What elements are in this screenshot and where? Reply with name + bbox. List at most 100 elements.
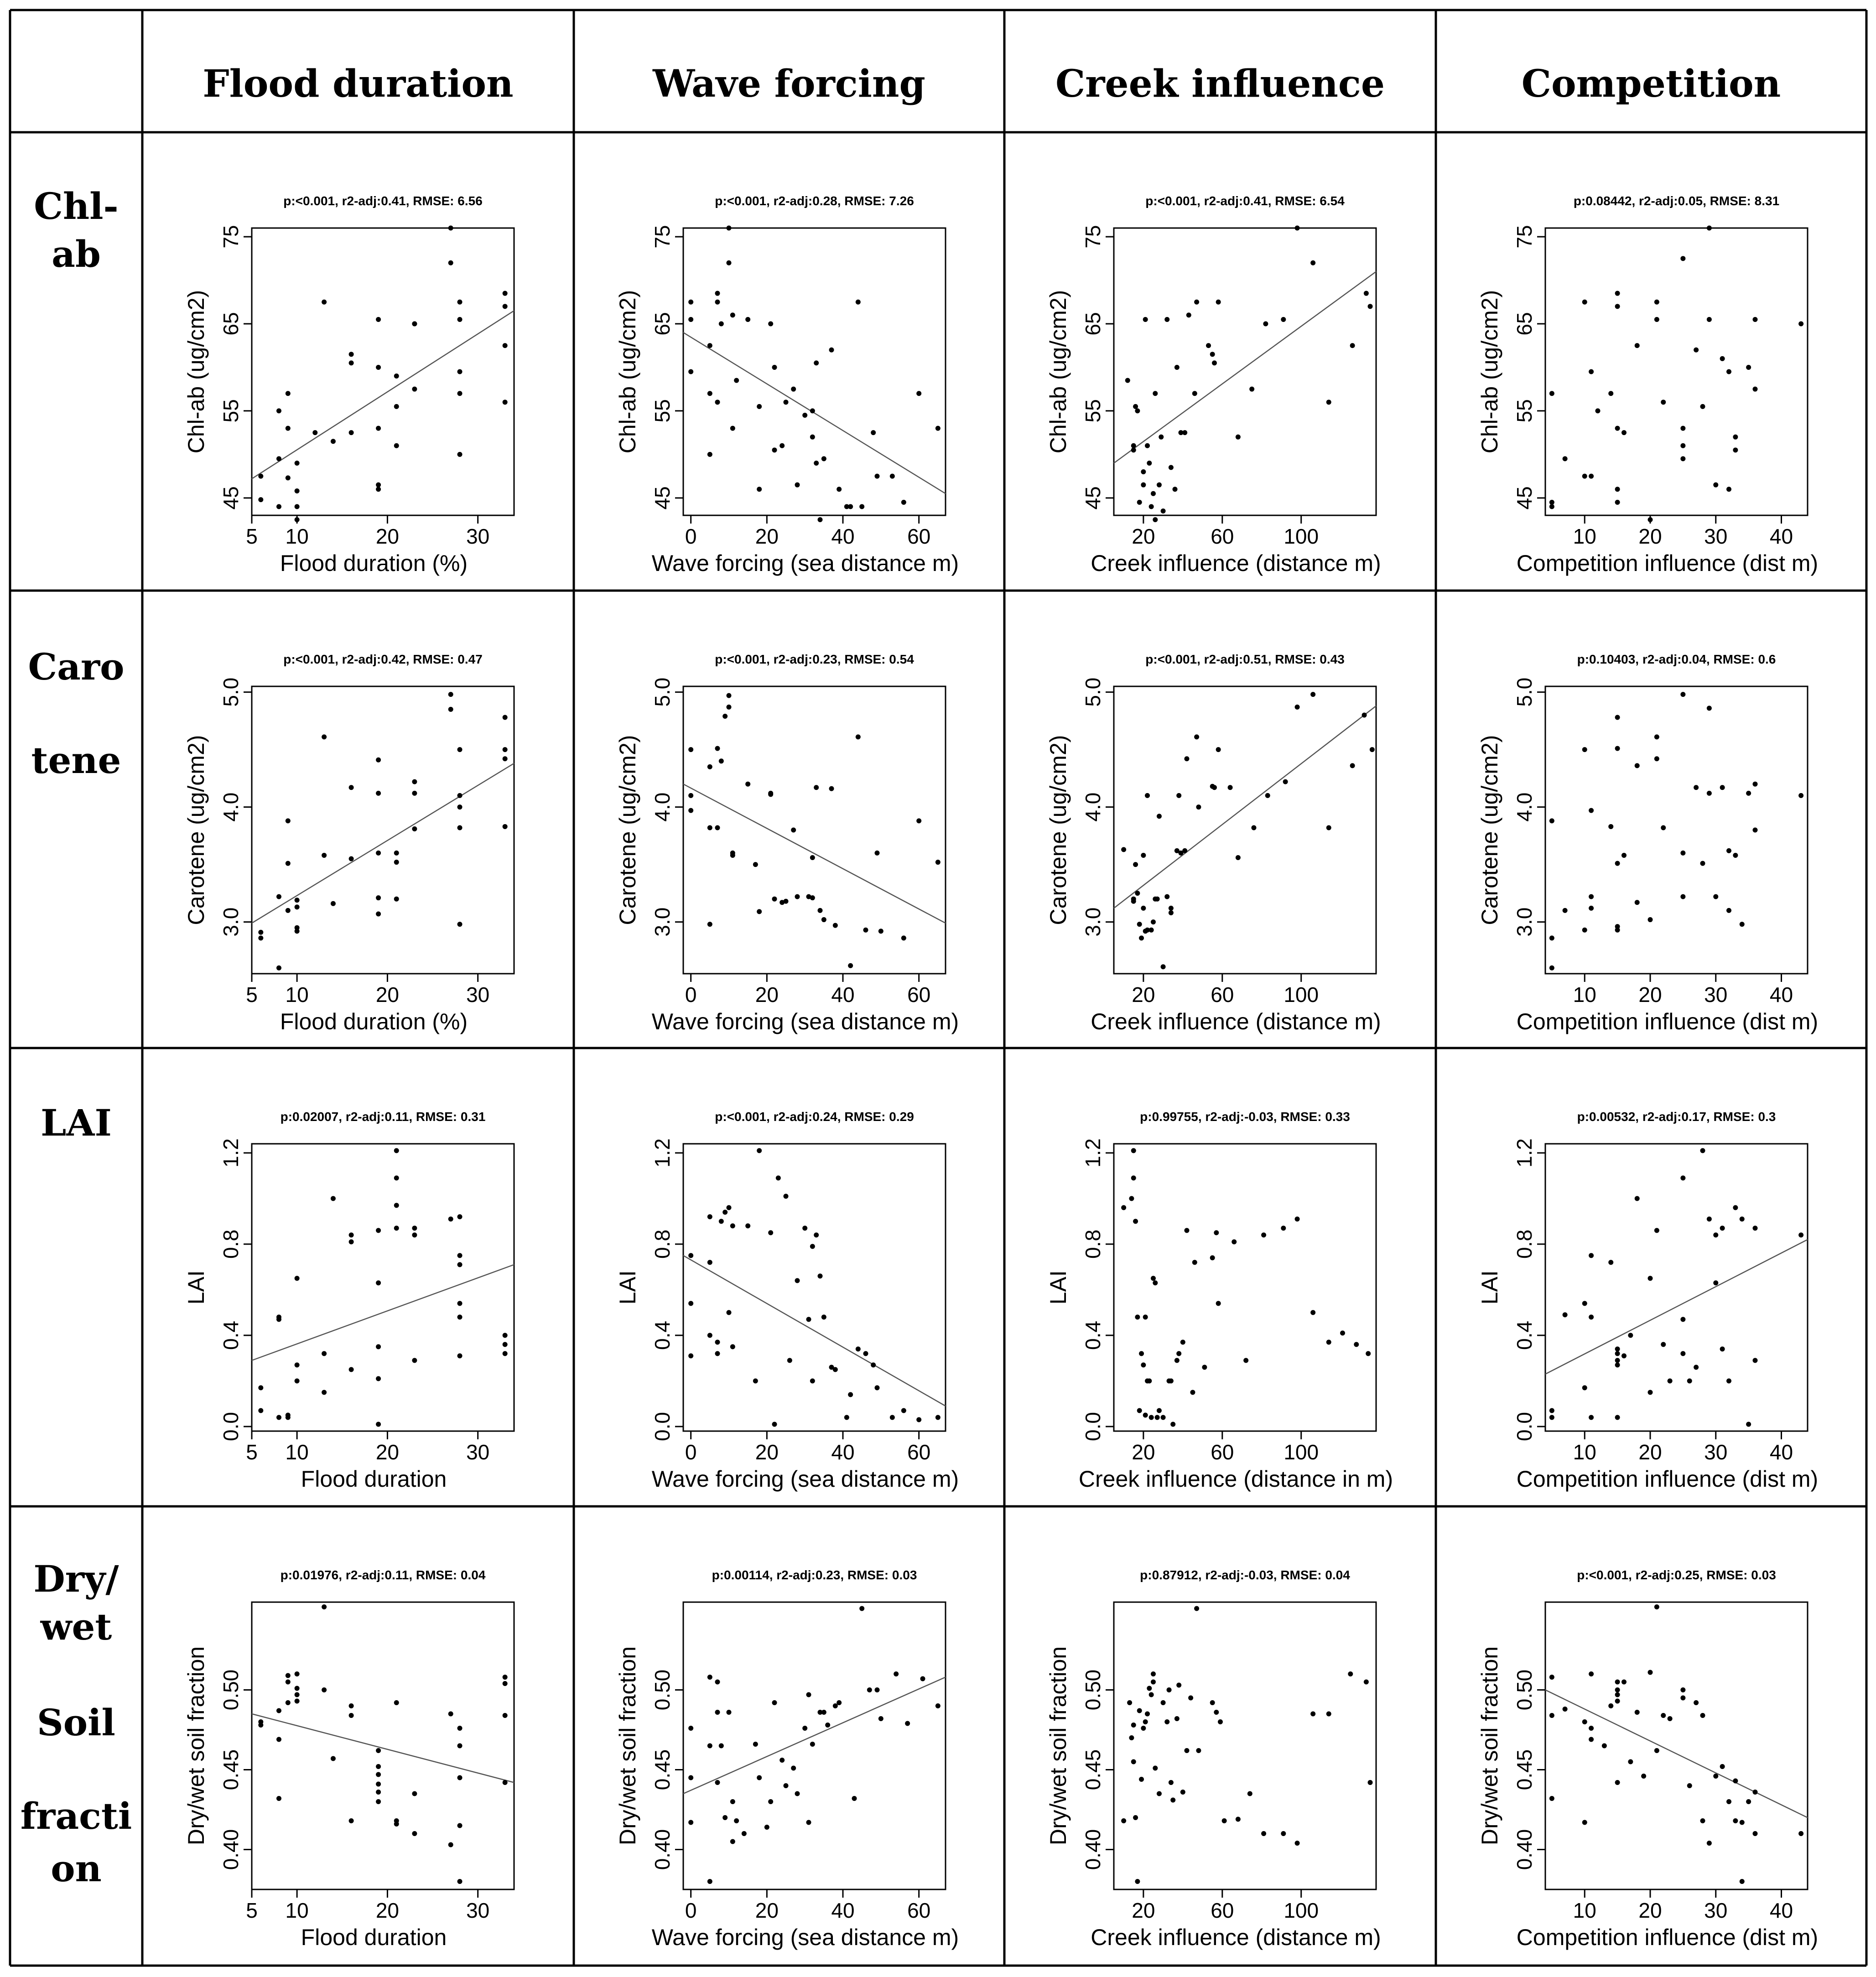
data-point — [502, 824, 508, 829]
plot-frame — [1113, 685, 1377, 975]
data-point — [1680, 894, 1686, 899]
y-tick-label: 0.8 — [1512, 1230, 1536, 1259]
data-point — [780, 443, 785, 448]
data-point — [376, 1228, 381, 1233]
data-point — [715, 1710, 720, 1715]
data-point — [688, 1253, 694, 1258]
data-point — [1348, 1671, 1353, 1676]
data-point — [1615, 715, 1620, 720]
x-tick-label: 30 — [466, 983, 489, 1007]
data-point — [376, 895, 381, 901]
y-tick-label: 0.50 — [1512, 1670, 1536, 1711]
data-point — [1589, 808, 1594, 813]
x-axis-label: Competition influence (dist m) — [1517, 1009, 1818, 1034]
data-point — [1634, 763, 1640, 768]
y-tick-label: 5.0 — [1512, 678, 1536, 707]
data-point — [1661, 1713, 1666, 1718]
y-tick-label: 3.0 — [219, 908, 243, 937]
data-point — [1148, 1415, 1154, 1420]
y-tick-label: 4.0 — [1512, 793, 1536, 822]
data-point — [1720, 785, 1725, 790]
data-point — [768, 792, 774, 797]
data-point — [1680, 443, 1686, 448]
data-point — [1139, 935, 1144, 941]
x-axis-label: Wave forcing (sea distance m) — [652, 1466, 959, 1492]
data-point — [1739, 1820, 1745, 1825]
data-point — [1694, 785, 1699, 790]
data-point — [1194, 1606, 1200, 1611]
data-point — [1706, 1216, 1712, 1222]
data-point — [810, 434, 815, 440]
data-point — [1621, 1679, 1627, 1685]
data-point — [901, 499, 906, 505]
data-point — [294, 898, 300, 903]
data-point — [1700, 1713, 1705, 1718]
x-tick-label: 60 — [907, 524, 930, 548]
scatter-panel: p:0.99755, r2-adj:-0.03, RMSE: 0.33 20 60 1… — [1045, 1110, 1393, 1492]
data-point — [1654, 734, 1659, 740]
data-point — [1654, 1604, 1659, 1609]
data-point — [448, 706, 453, 712]
y-tick-label: 0.45 — [650, 1749, 674, 1790]
data-point — [1168, 465, 1174, 470]
data-point — [1202, 1365, 1207, 1370]
data-point — [1549, 1796, 1554, 1801]
data-point — [1294, 704, 1300, 710]
data-point — [810, 855, 815, 860]
row-header-line: LAI — [41, 1101, 112, 1144]
data-point — [1363, 291, 1369, 296]
x-tick-label: 30 — [1704, 1440, 1727, 1464]
data-point — [832, 923, 838, 928]
data-point — [502, 291, 508, 296]
x-axis-label: Competition influence (dist m) — [1517, 1466, 1818, 1492]
data-point — [294, 1362, 300, 1368]
x-tick-label: 40 — [1770, 1899, 1793, 1922]
data-point — [457, 1214, 463, 1219]
data-point — [322, 1687, 327, 1692]
x-tick-label: 10 — [1573, 1440, 1596, 1464]
y-tick-label: 0.4 — [650, 1321, 674, 1350]
data-point — [1589, 894, 1594, 899]
data-point — [1176, 793, 1182, 798]
x-tick-label: 60 — [1211, 1440, 1234, 1464]
data-point — [1363, 1679, 1369, 1685]
x-axis-label: Creek influence (distance m) — [1091, 550, 1381, 576]
x-axis-label: Flood duration (%) — [280, 1009, 468, 1034]
data-point — [1654, 299, 1659, 305]
data-point — [757, 1775, 762, 1780]
y-tick-label: 4.0 — [650, 793, 674, 822]
data-point — [1615, 1687, 1620, 1692]
y-axis-label: Chl-ab (ug/cm2) — [1477, 290, 1502, 453]
data-point — [376, 911, 381, 917]
data-point — [1615, 499, 1620, 505]
data-point — [1615, 746, 1620, 751]
data-point — [688, 317, 694, 322]
panel-title: p:<0.001, r2-adj:0.51, RMSE: 0.43 — [1145, 652, 1345, 666]
data-point — [810, 408, 815, 414]
x-tick-label: 60 — [1211, 983, 1234, 1007]
x-tick-label: 30 — [1704, 1899, 1727, 1922]
data-point — [448, 225, 453, 231]
data-point — [726, 704, 732, 710]
y-axis-label: Dry/wet soil fraction — [615, 1646, 640, 1845]
data-point — [457, 369, 463, 374]
x-tick-label: 40 — [1770, 983, 1793, 1007]
data-point — [718, 758, 724, 764]
regression-line — [251, 1264, 514, 1361]
y-tick-label: 0.8 — [1081, 1230, 1105, 1259]
data-point — [276, 456, 281, 462]
data-point — [448, 1711, 453, 1717]
data-point — [502, 1681, 508, 1686]
data-point — [330, 439, 336, 444]
data-point — [1720, 1346, 1725, 1352]
y-tick-label: 55 — [1512, 399, 1536, 422]
data-point — [916, 1417, 922, 1422]
data-point — [276, 408, 281, 414]
data-point — [1582, 747, 1587, 752]
data-point — [810, 1378, 815, 1384]
regression-line — [1545, 1239, 1808, 1375]
data-point — [1726, 1799, 1731, 1804]
row-header-line: Chl- — [34, 185, 118, 228]
data-point — [1713, 894, 1719, 899]
data-point — [871, 430, 876, 436]
